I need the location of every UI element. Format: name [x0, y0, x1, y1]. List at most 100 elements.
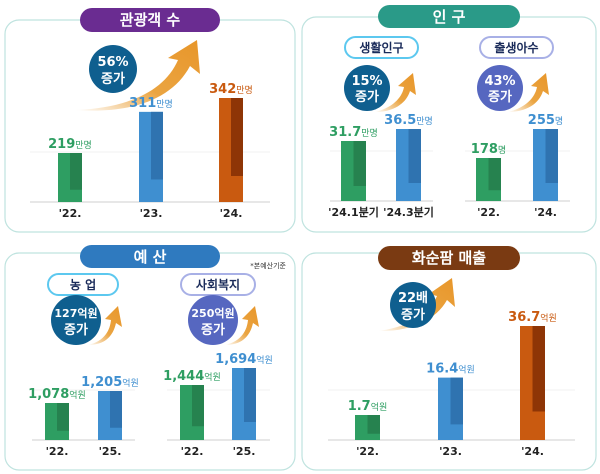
growth-arrow-icon: [88, 306, 122, 345]
subtitle-welfare: 사회복지: [180, 273, 256, 296]
value-unit: 만명: [236, 85, 253, 96]
value-unit: 억원: [256, 354, 273, 366]
badge-value: 22배: [398, 290, 428, 306]
title-text: 인 구: [433, 8, 466, 26]
category-label: '25.: [233, 445, 256, 458]
badge-value: 127억원: [54, 306, 97, 320]
value-unit: 만명: [361, 128, 378, 139]
badge-label: 증가: [201, 323, 225, 338]
value-number: 255: [528, 113, 555, 128]
value-unit: 만명: [75, 140, 92, 151]
value-number: 311: [129, 96, 156, 111]
value-number: 36.5: [384, 113, 416, 128]
chart-4: 1,444억원'22.1,694억원'25.: [163, 352, 273, 458]
value-label: 255명: [528, 113, 563, 128]
value-number: 16.4: [426, 362, 458, 377]
badge-value: 43%: [484, 74, 515, 89]
value-number: 31.7: [329, 125, 361, 140]
value-number: 1,444: [163, 369, 204, 384]
value-label: 1.7억원: [348, 399, 388, 414]
category-label: '25.: [99, 445, 122, 458]
growth-badge-welfare: 250억원 증가: [188, 295, 238, 345]
chart-0: 219만명'22.311만명'23.342만명'24.: [30, 82, 270, 220]
badge-value: 250억원: [191, 306, 234, 320]
category-label: '23.: [140, 207, 163, 220]
value-label: 1,444억원: [163, 369, 221, 384]
category-label: '22.: [477, 206, 500, 219]
bar-shade: [488, 158, 501, 191]
badge-label: 증가: [64, 323, 88, 338]
bar-shade: [192, 385, 204, 427]
bar-shade: [545, 129, 558, 183]
bar-shade: [110, 391, 122, 428]
category-label: '23.: [439, 445, 462, 458]
growth-arrow-icon: [508, 73, 549, 112]
chart-2: 178 명 '22. 255명 '24.: [465, 113, 570, 219]
growth-arrow-icon: [378, 278, 455, 332]
bar-charts: 219만명'22.311만명'23.342만명'24.31.7만명'24.1분기…: [28, 82, 575, 458]
category-label: '22.: [181, 445, 204, 458]
value-number: 36.7: [508, 310, 540, 325]
category-label: '22.: [59, 207, 82, 220]
growth-arrow-icon: [75, 40, 200, 111]
bar-shade: [231, 98, 243, 176]
subtitle-text: 농 업: [70, 278, 96, 292]
subtitle-text: 출생아수: [494, 40, 538, 55]
chart-5: 1.7억원'22.16.4억원'23.36.7억원'24.: [328, 310, 575, 458]
value-label: 16.4억원: [426, 362, 475, 377]
value-label: 311만명: [129, 96, 173, 111]
growth-badge-living-population: 15% 증가: [344, 65, 390, 111]
value-number: 342: [209, 82, 236, 97]
title-text: 관광객 수: [120, 11, 181, 29]
badge-value: 15%: [351, 74, 382, 89]
subtitle-living-population: 생활인구: [344, 36, 419, 59]
value-unit: 억원: [204, 371, 221, 383]
bar-shade: [244, 368, 256, 422]
growth-badge-agriculture: 127억원 증가: [51, 295, 101, 345]
value-label: 36.5만명: [384, 113, 433, 128]
value-label: 1,205억원: [81, 375, 139, 390]
value-number: 219: [48, 137, 75, 152]
category-label: '22.: [356, 445, 379, 458]
category-label: '22.: [46, 445, 69, 458]
growth-badge-tourists: 56% 증가: [89, 45, 137, 93]
category-label: '24.: [534, 206, 557, 219]
badge-value: 56%: [97, 55, 128, 70]
growth-arrow-icon: [225, 306, 259, 345]
growth-badge-births: 43% 증가: [477, 65, 523, 111]
bar-shade: [450, 377, 463, 425]
title-population: 인 구: [378, 5, 520, 28]
budget-note: *본예산기준: [250, 261, 286, 270]
value-unit: 명: [555, 116, 563, 127]
subtitle-text: 사회복지: [196, 277, 240, 292]
title-tourists: 관광객 수: [80, 8, 220, 32]
subtitle-births: 출생아수: [479, 36, 554, 59]
growth-arrow-icon: [375, 73, 416, 112]
subtitle-text: 생활인구: [359, 40, 403, 55]
value-unit: 만명: [156, 99, 173, 110]
bar-shade: [408, 129, 421, 183]
value-label: 31.7만명: [329, 125, 378, 140]
badge-label: 증가: [355, 90, 379, 105]
badge-label: 증가: [401, 308, 425, 323]
title-budget: 예 산: [80, 245, 220, 268]
title-text: 화순팜 매출: [412, 249, 486, 267]
title-farm: 화순팜 매출: [378, 246, 520, 270]
value-unit: 억원: [458, 364, 475, 376]
bar-shade: [57, 403, 69, 431]
value-label: 1,694억원: [215, 352, 273, 367]
value-label: 1,078억원: [28, 387, 86, 402]
bar-shade: [353, 141, 366, 186]
bar-shade: [70, 153, 82, 190]
value-number: 1,694: [215, 352, 256, 367]
value-unit: 억원: [69, 389, 86, 401]
value-label: 219만명: [48, 137, 92, 152]
value-number: 1,205: [81, 375, 122, 390]
badge-label: 증가: [101, 72, 125, 87]
value-label: 36.7억원: [508, 310, 557, 325]
bar-shade: [532, 326, 545, 412]
title-text: 예 산: [134, 248, 167, 266]
value-number: 178: [471, 142, 498, 157]
